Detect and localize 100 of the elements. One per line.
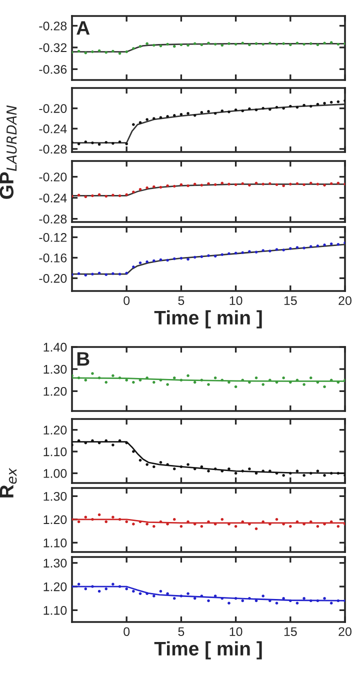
point [159,378,162,382]
y-tick-label: -0.16 [39,254,67,262]
point [316,244,320,248]
point [159,258,162,262]
point [132,266,135,268]
point [91,141,94,144]
point [248,107,251,110]
point [214,254,217,258]
point [166,592,169,596]
point [214,468,217,470]
line-series [72,586,345,602]
point [104,588,108,590]
y-tick-label: -0.12 [39,233,67,242]
point [200,255,204,258]
point [118,376,122,380]
point [296,182,299,185]
y-tick-label: -0.20 [39,172,67,182]
point [262,249,264,252]
point [138,188,142,191]
y-tick-label: -0.28 [39,22,67,30]
y-tick-label: -0.28 [39,214,67,224]
point [268,182,272,185]
annotation: B [77,352,90,366]
y-tick-label: 1.40 [44,342,67,352]
point [166,383,169,386]
point [152,259,156,262]
point [296,602,299,604]
point [172,468,176,470]
point [323,474,326,477]
point [309,104,312,108]
point [234,108,238,112]
point [296,470,299,472]
point [125,142,128,146]
point [302,104,306,107]
point [248,184,251,187]
point [220,109,224,112]
point [166,115,169,118]
point [152,380,156,384]
point [118,52,122,55]
point [234,183,238,186]
point [200,110,204,114]
point [282,248,285,252]
point [302,183,306,186]
point [91,194,94,198]
point [193,596,196,600]
point [159,116,162,119]
point [132,123,135,126]
point [282,184,285,188]
y-tick-label: -0.20 [39,274,67,283]
point [302,42,306,46]
point [152,465,156,468]
point [330,100,333,104]
point [193,380,196,384]
point [262,106,264,110]
point [98,513,101,516]
x-tick-label: 15 [284,296,297,306]
point [220,44,224,47]
point [172,376,176,380]
point [207,42,210,45]
point [336,599,340,602]
point [214,42,217,46]
point [214,376,217,380]
point [152,44,156,47]
point [166,258,169,262]
point [214,594,217,598]
point [172,114,176,117]
point [132,522,135,526]
point [323,184,326,187]
y-axis-title: GP$_{LAURDAN}$ [0,105,17,199]
point [138,44,142,48]
point [91,372,94,375]
point [159,461,162,464]
point [207,254,210,258]
point [336,472,340,475]
y-tick-label: -0.28 [39,144,67,154]
point [207,470,210,472]
point [289,599,292,602]
point [241,182,244,185]
x-tick-label: 5 [178,296,184,306]
y-tick-label: -0.32 [39,43,67,52]
point [200,525,204,528]
point [193,468,196,470]
point [207,182,210,185]
x-tick-label: 20 [338,296,352,306]
point [254,376,258,380]
point [309,245,312,248]
point [254,182,258,184]
point [234,252,238,254]
point [112,374,114,378]
line-series [72,42,345,52]
point [296,246,299,249]
y-tick-label: -0.24 [39,124,67,134]
point [112,142,114,145]
point [84,51,88,54]
point [207,110,210,113]
point [146,463,148,466]
point [180,113,183,116]
y-tick-label: -0.36 [39,64,67,74]
y-tick-label: 1.20 [44,582,67,592]
point [228,252,230,256]
